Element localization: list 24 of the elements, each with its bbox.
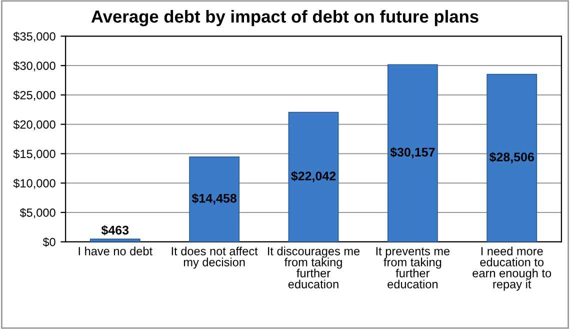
data-label: $22,042 — [291, 171, 336, 182]
bar — [387, 64, 438, 242]
x-tick-label: It discourages me from taking further education — [268, 246, 360, 288]
data-label: $30,157 — [390, 147, 435, 158]
y-tick-label: $0 — [42, 237, 56, 247]
x-tick-label: I have no debt — [78, 246, 152, 256]
bar — [288, 112, 339, 242]
y-tick-label: $10,000 — [13, 178, 56, 189]
data-label: $463 — [101, 225, 129, 236]
data-label: $28,506 — [489, 152, 534, 164]
data-label: $14,458 — [192, 193, 237, 205]
y-tick-label: $20,000 — [13, 120, 56, 130]
bar — [486, 74, 538, 242]
bar — [90, 238, 140, 242]
x-tick-label: It prevents me from taking further education — [376, 247, 450, 288]
y-tick-label: $15,000 — [13, 149, 56, 160]
y-tick-label: $25,000 — [13, 90, 56, 101]
x-tick-label: I need more education to earn enough to repay it — [472, 246, 552, 291]
x-tick-label: It does not affect my decision — [172, 246, 258, 269]
bar — [189, 156, 240, 242]
chart-title: Average debt by impact of debt on future plans — [91, 10, 478, 26]
y-tick-label: $5,000 — [20, 208, 56, 218]
y-tick-label: $35,000 — [13, 32, 56, 42]
y-tick-label: $30,000 — [13, 61, 56, 72]
